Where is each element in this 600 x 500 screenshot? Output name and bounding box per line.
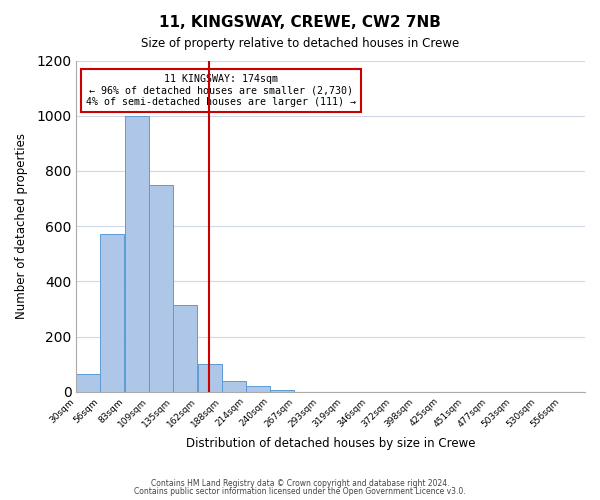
Bar bbox=[149, 186, 173, 392]
Text: 11 KINGSWAY: 174sqm
← 96% of detached houses are smaller (2,730)
4% of semi-deta: 11 KINGSWAY: 174sqm ← 96% of detached ho… bbox=[86, 74, 356, 107]
Bar bbox=[246, 386, 270, 392]
Bar bbox=[125, 116, 149, 392]
Text: Contains HM Land Registry data © Crown copyright and database right 2024.: Contains HM Land Registry data © Crown c… bbox=[151, 478, 449, 488]
Text: Size of property relative to detached houses in Crewe: Size of property relative to detached ho… bbox=[141, 38, 459, 51]
Bar bbox=[222, 380, 246, 392]
Text: Contains public sector information licensed under the Open Government Licence v3: Contains public sector information licen… bbox=[134, 487, 466, 496]
Y-axis label: Number of detached properties: Number of detached properties bbox=[15, 133, 28, 319]
Bar bbox=[270, 390, 294, 392]
X-axis label: Distribution of detached houses by size in Crewe: Distribution of detached houses by size … bbox=[186, 437, 475, 450]
Bar bbox=[100, 234, 124, 392]
Bar bbox=[198, 364, 222, 392]
Bar bbox=[76, 374, 100, 392]
Text: 11, KINGSWAY, CREWE, CW2 7NB: 11, KINGSWAY, CREWE, CW2 7NB bbox=[159, 15, 441, 30]
Bar bbox=[173, 305, 197, 392]
